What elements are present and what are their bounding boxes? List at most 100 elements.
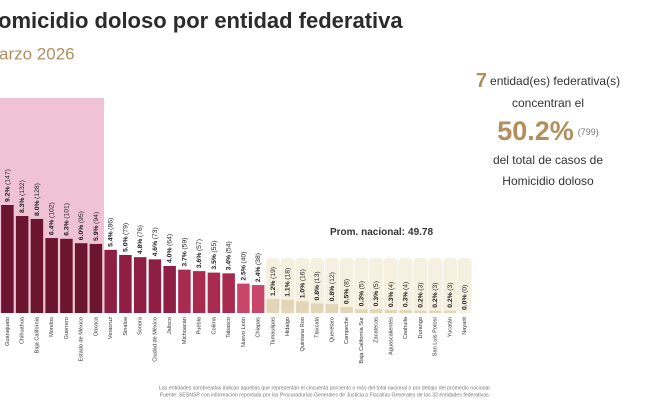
percent-label: 0.8% — [329, 286, 336, 302]
bar — [428, 310, 442, 313]
x-tick-label: Coahuila — [403, 316, 409, 339]
footnote: Las entidades sombreadas indican aquella… — [159, 385, 491, 391]
label-background — [413, 258, 428, 313]
percent-label: 5.0% — [122, 236, 129, 251]
percent-label: 0.3% — [358, 291, 365, 307]
bar — [178, 269, 191, 313]
value-label: (8) — [343, 279, 350, 287]
bar — [325, 304, 339, 313]
percent-label: 3.7% — [181, 251, 188, 267]
data-label: 2.4% (38) — [255, 253, 262, 282]
summary-share: 50.2% — [497, 116, 574, 146]
bar — [443, 310, 457, 313]
percent-label: 3.5% — [211, 254, 218, 270]
label-background — [354, 258, 369, 313]
x-tick-label: Colima — [211, 316, 217, 334]
data-label: 0.2% (3) — [432, 282, 439, 307]
bar — [148, 259, 162, 313]
data-label: 5.0%(79) — [122, 223, 129, 252]
bar — [60, 238, 73, 313]
bar — [207, 272, 221, 313]
percent-label: 1.1% — [284, 281, 291, 297]
percent-label: 9.2% — [4, 187, 11, 203]
x-tick-label: Tabasco — [226, 317, 232, 338]
data-label: 6.0% (95) — [78, 211, 85, 240]
value-label: (128) — [34, 183, 41, 199]
value-label: (5) — [373, 281, 380, 289]
summary-line3: del total de casos de — [493, 153, 603, 167]
x-tick-label: Michoacán — [182, 317, 188, 344]
data-label: 1.1%(18) — [284, 268, 291, 297]
percent-label: 0.3% — [388, 292, 395, 308]
reference-value: 49.78 — [408, 227, 433, 238]
value-label: (59) — [181, 238, 188, 250]
value-label: (4) — [402, 282, 409, 290]
bar — [296, 301, 309, 313]
data-label: 5.9%(94) — [93, 212, 100, 241]
reference-label: Prom. nacional: 49.78 — [330, 227, 433, 238]
bar — [89, 243, 103, 313]
bar — [1, 205, 14, 313]
percent-label: 0.0% — [461, 295, 468, 311]
bar — [310, 303, 324, 313]
bar — [30, 218, 44, 313]
bar — [133, 257, 147, 313]
data-label: 8.0%(128) — [34, 183, 41, 216]
summary-total: (799) — [578, 127, 599, 137]
data-label: 0.0% (0) — [461, 285, 468, 310]
bar — [384, 310, 398, 313]
value-label: (73) — [152, 227, 159, 239]
percent-label: 0.3% — [373, 291, 380, 307]
percent-label: 6.0% — [78, 225, 85, 241]
label-background — [442, 258, 457, 313]
percent-label: 4.0% — [166, 247, 173, 263]
percent-label: 0.5% — [343, 289, 350, 305]
data-label: 0.2% (3) — [417, 282, 424, 307]
value-label: (55) — [211, 240, 218, 252]
x-tick-label: Durango — [418, 317, 424, 338]
x-tick-label: Guerrero — [64, 317, 70, 339]
data-label: 0.5% (8) — [343, 279, 350, 304]
summary-line1: 7 entidad(es) federativa(s) — [476, 70, 620, 92]
x-tick-label: Nayarit — [462, 317, 468, 335]
x-tick-label: Tamaulipas — [270, 317, 276, 345]
data-label: 1.0% (16) — [299, 269, 306, 298]
value-label: (5) — [358, 281, 365, 289]
value-label: (132) — [19, 180, 26, 196]
x-tick-label: Chihuahua — [20, 316, 26, 344]
data-label: 6.3%(101) — [63, 203, 70, 236]
percent-label: 0.3% — [402, 292, 409, 308]
data-label: 6.4% (102) — [48, 202, 55, 235]
value-label: (38) — [255, 253, 262, 265]
label-background — [324, 258, 339, 313]
x-tick-label: Yucatán — [447, 317, 453, 337]
bar — [340, 307, 353, 313]
x-tick-label: Oaxaca — [93, 316, 99, 336]
value-label: (86) — [107, 218, 114, 230]
summary-line4: Homicidio doloso — [502, 174, 594, 188]
x-tick-label: Guanajuato — [5, 317, 11, 346]
bar — [237, 283, 250, 313]
percent-label: 3.4% — [225, 255, 232, 271]
data-label: 3.5% (55) — [211, 240, 218, 269]
bar — [399, 310, 412, 313]
x-tick-label: Tlaxcala — [315, 316, 321, 338]
x-tick-label: Baja California — [34, 316, 40, 353]
percent-label: 0.2% — [417, 292, 424, 308]
value-label: (57) — [196, 239, 203, 251]
data-label: 3.7%(59) — [181, 238, 188, 267]
percent-label: 6.4% — [48, 220, 55, 236]
bar — [45, 238, 58, 313]
x-tick-label: San Luis Potosí — [433, 317, 439, 357]
percent-label: 1.2% — [270, 281, 277, 297]
summary-line2: concentran el — [512, 96, 584, 110]
bar — [74, 243, 88, 313]
data-label: 3.6% (57) — [196, 239, 203, 268]
value-label: (18) — [284, 268, 291, 280]
x-tick-label: Puebla — [197, 316, 203, 334]
data-label: 0.3% (5) — [373, 281, 380, 306]
value-label: (0) — [461, 285, 468, 293]
data-label: 3.4% (54) — [225, 241, 232, 270]
summary-count: 7 — [476, 70, 487, 92]
